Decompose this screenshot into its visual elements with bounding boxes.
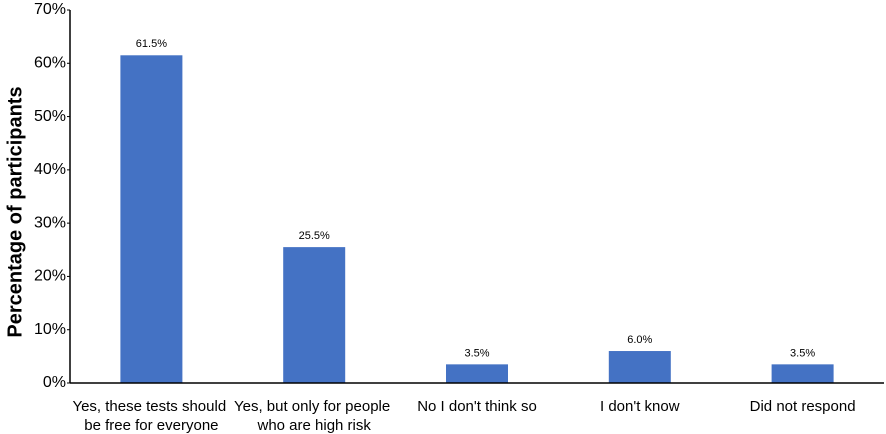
y-tick-label: 20% [34,268,66,285]
y-axis-title: Percentage of participants [4,86,26,337]
x-tick-label: No I don't think so [417,398,537,415]
value-label: 61.5% [136,38,167,50]
value-label: 25.5% [299,230,330,242]
x-tick-label: Yes, these tests should be free for ever… [72,398,230,434]
bar [446,364,508,383]
bar [120,55,183,384]
bar [771,364,834,383]
x-tick-label: I don't know [600,398,680,415]
y-tick-label: 60% [34,55,66,72]
y-tick-label: 40% [34,161,66,178]
bar [283,247,346,383]
y-tick-label: 0% [43,374,66,391]
y-tick-label: 70% [34,1,66,18]
y-tick-label: 10% [34,321,66,338]
y-tick-label: 50% [34,108,66,125]
value-label: 3.5% [790,347,815,359]
bar [608,351,671,383]
x-tick-label: Yes, but only for people who are high ri… [234,398,394,434]
value-label: 3.5% [464,347,489,359]
x-tick-label: Did not respond [750,398,856,415]
value-label: 6.0% [627,334,652,346]
y-tick-label: 30% [34,214,66,231]
